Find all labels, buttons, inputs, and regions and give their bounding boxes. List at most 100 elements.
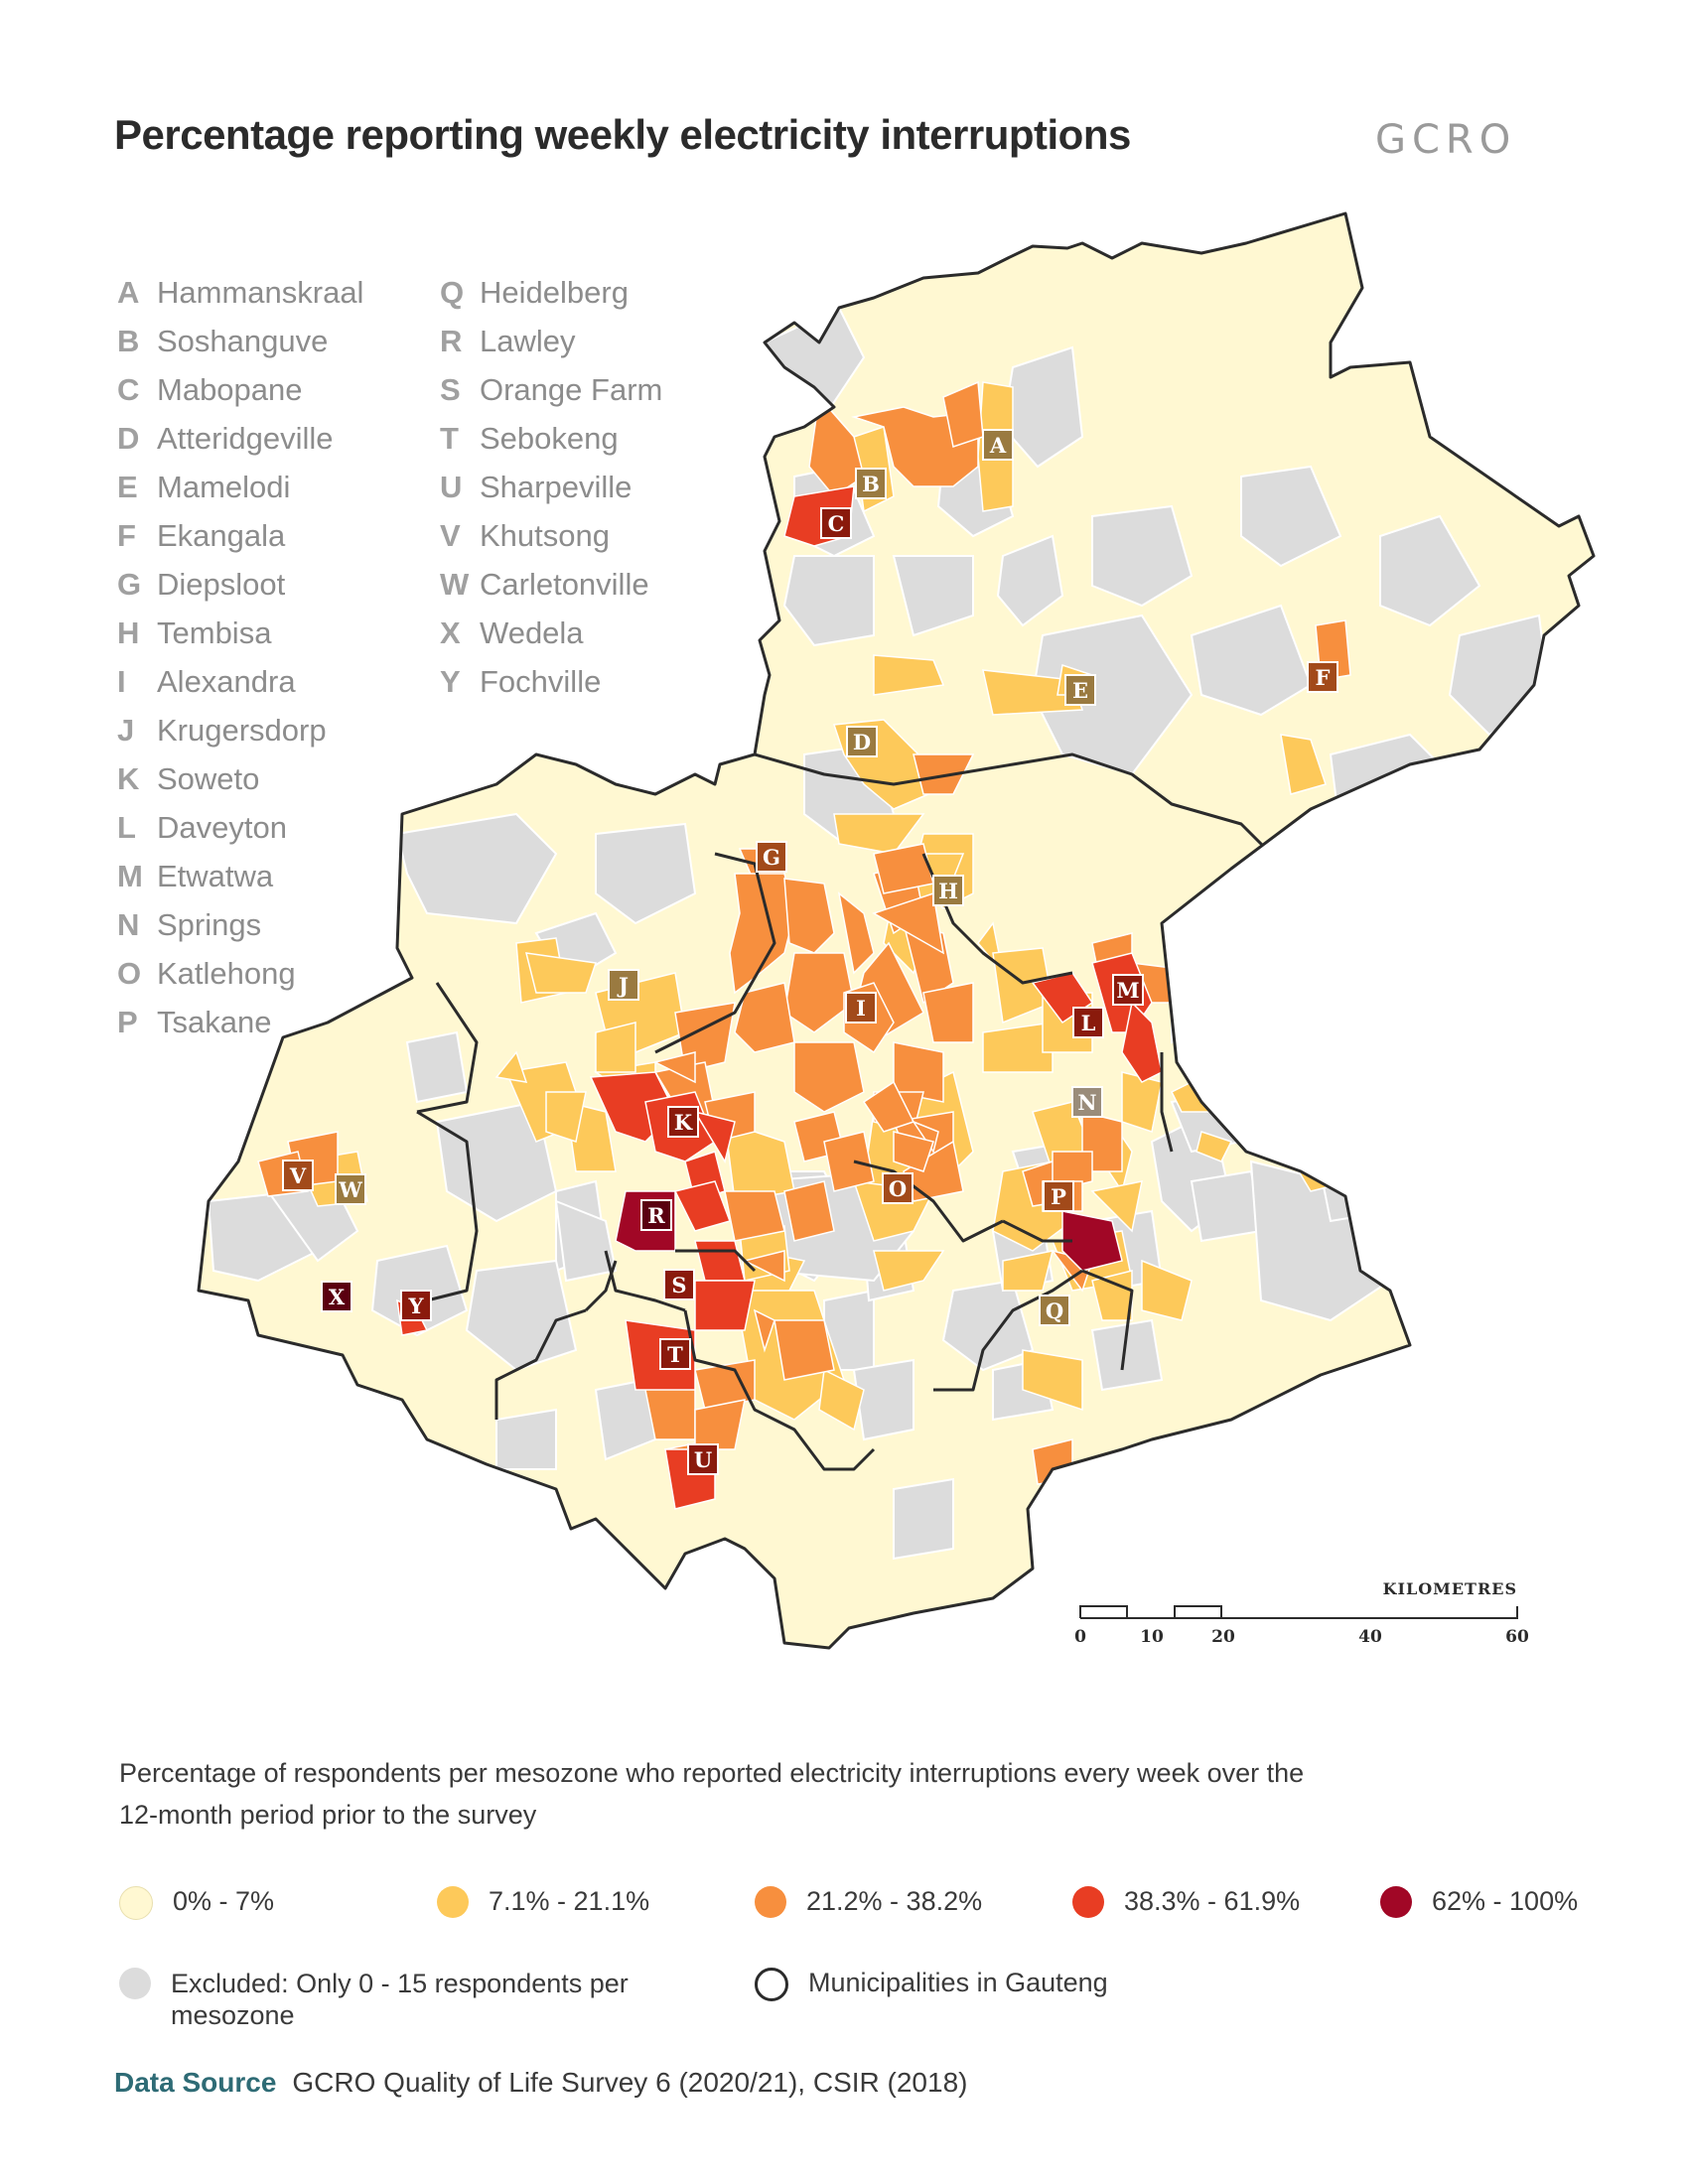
key-name: Daveyton (157, 809, 287, 845)
key-item: J Krugersdorp (117, 706, 363, 754)
key-name: Diepsloot (157, 566, 286, 602)
legend-class-2: 7.1% - 21.1% (437, 1886, 649, 1918)
marker-letter: X (329, 1285, 346, 1309)
legend-class-4: 38.3% - 61.9% (1072, 1886, 1300, 1918)
key-item: C Mabopane (117, 365, 363, 414)
legend-class-5: 62% - 100% (1380, 1886, 1578, 1918)
scale-bar: KILOMETRES 0 10 20 40 60 (1074, 1579, 1529, 1647)
key-item: U Sharpeville (440, 463, 662, 511)
key-letter: X (440, 614, 461, 650)
scale-tick: 10 (1140, 1627, 1164, 1647)
marker-letter: O (889, 1176, 907, 1201)
key-name: Tsakane (157, 1004, 272, 1039)
key-item: D Atteridgeville (117, 414, 363, 463)
key-name: Mabopane (157, 371, 303, 407)
key-item: B Soshanguve (117, 317, 363, 365)
data-source-label: Data Source (114, 2067, 277, 2098)
key-item: M Etwatwa (117, 852, 363, 900)
key-item: H Tembisa (117, 609, 363, 657)
marker-letter: F (1316, 665, 1331, 690)
marker-box (820, 507, 852, 539)
marker-box (659, 1338, 691, 1370)
map-marker-d: D (846, 726, 878, 757)
marker-letter: R (647, 1203, 665, 1228)
key-name: Tembisa (157, 614, 272, 650)
map-marker-x: X (321, 1281, 352, 1312)
marker-box (1112, 974, 1144, 1006)
map-marker-c: C (820, 507, 852, 539)
marker-box (1072, 1007, 1104, 1038)
swatch (755, 1886, 786, 1918)
legend-excluded: Excluded: Only 0 - 15 respondents per me… (119, 1968, 635, 2031)
key-letter: S (440, 371, 461, 407)
marker-box (1307, 661, 1338, 693)
marker-box (846, 726, 878, 757)
key-name: Katlehong (157, 955, 296, 991)
key-letter: I (117, 663, 126, 699)
key-item: T Sebokeng (440, 414, 662, 463)
key-letter: M (117, 858, 143, 893)
map-marker-y: Y (400, 1290, 432, 1321)
map-marker-u: U (687, 1443, 719, 1475)
marker-box (687, 1443, 719, 1475)
map-marker-q: Q (1039, 1295, 1070, 1326)
marker-letter: V (289, 1163, 307, 1188)
map-marker-f: F (1307, 661, 1338, 693)
marker-box (400, 1290, 432, 1321)
key-name: Fochville (480, 663, 602, 699)
legend-label: 62% - 100% (1432, 1886, 1579, 1916)
swatch (755, 1968, 788, 2001)
map-marker-b: B (855, 468, 887, 499)
key-item: O Katlehong (117, 949, 363, 998)
key-letter: H (117, 614, 140, 650)
marker-box (321, 1281, 352, 1312)
legend-label: Municipalities in Gauteng (808, 1968, 1108, 1997)
key-item: G Diepsloot (117, 560, 363, 609)
map-marker-k: K (667, 1106, 699, 1138)
key-name: Krugersdorp (157, 712, 327, 748)
legend-municipalities: Municipalities in Gauteng (755, 1968, 1108, 2001)
scale-label: KILOMETRES (1383, 1579, 1517, 1598)
marker-box (282, 1160, 314, 1191)
page-title: Percentage reporting weekly electricity … (114, 111, 1131, 158)
map-marker-w: W (335, 1173, 366, 1205)
gcro-logo: GCRO (1375, 117, 1517, 163)
marker-box (855, 468, 887, 499)
key-item: K Soweto (117, 754, 363, 803)
key-name: Khutsong (480, 517, 610, 553)
key-name: Mamelodi (157, 469, 291, 504)
map-marker-o: O (882, 1172, 914, 1204)
marker-letter: N (1077, 1090, 1096, 1115)
key-item: P Tsakane (117, 998, 363, 1046)
key-letter: D (117, 420, 140, 456)
key-letter: E (117, 469, 138, 504)
marker-letter: D (853, 730, 871, 754)
marker-letter: K (674, 1110, 693, 1135)
key-name: Springs (157, 906, 262, 942)
key-name: Orange Farm (480, 371, 663, 407)
map-marker-j: J (608, 969, 639, 1001)
key-letter: R (440, 323, 463, 358)
marker-box (756, 841, 787, 873)
map-marker-r: R (640, 1199, 672, 1231)
key-item: X Wedela (440, 609, 662, 657)
key-letter: N (117, 906, 140, 942)
marker-letter: G (763, 845, 780, 870)
map-marker-p: P (1043, 1180, 1074, 1212)
legend-label: 21.2% - 38.2% (806, 1886, 983, 1916)
key-letter: T (440, 420, 459, 456)
marker-box (1039, 1295, 1070, 1326)
legend-label: 38.3% - 61.9% (1124, 1886, 1301, 1916)
map-marker-v: V (282, 1160, 314, 1191)
marker-box (1043, 1180, 1074, 1212)
key-name: Sebokeng (480, 420, 619, 456)
legend-label: 0% - 7% (173, 1886, 275, 1916)
map-marker-t: T (659, 1338, 691, 1370)
map-marker-e: E (1064, 674, 1096, 706)
key-letter: U (440, 469, 463, 504)
key-item: W Carletonville (440, 560, 662, 609)
key-name: Alexandra (157, 663, 296, 699)
marker-letter: B (862, 472, 880, 496)
key-name: Heidelberg (480, 274, 629, 310)
